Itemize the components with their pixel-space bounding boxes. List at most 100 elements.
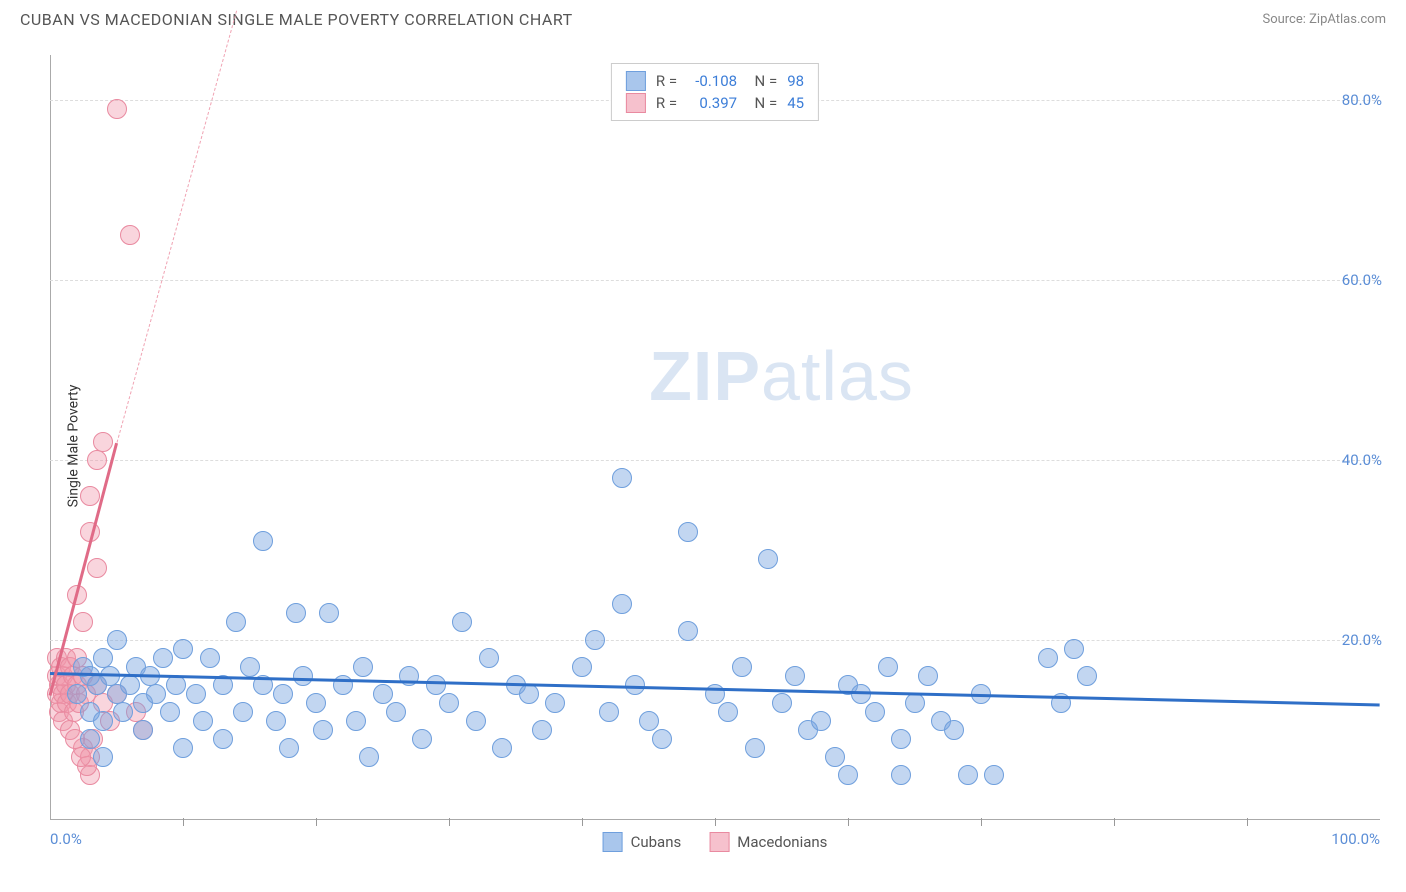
data-point: [386, 702, 406, 722]
data-point: [838, 765, 858, 785]
data-point: [599, 702, 619, 722]
data-point: [113, 702, 133, 722]
data-point: [93, 432, 113, 452]
data-point: [519, 684, 539, 704]
y-tick-label: 20.0%: [1342, 631, 1382, 649]
chart-title: CUBAN VS MACEDONIAN SINGLE MALE POVERTY …: [20, 10, 573, 29]
data-point: [373, 684, 393, 704]
data-point: [785, 666, 805, 686]
data-point: [745, 738, 765, 758]
data-point: [293, 666, 313, 686]
data-point: [572, 657, 592, 677]
x-tick-label-min: 0.0%: [50, 830, 82, 848]
data-point: [71, 747, 91, 767]
data-point: [120, 675, 140, 695]
r-value-cubans: -0.108: [687, 70, 737, 92]
data-point: [958, 765, 978, 785]
data-point: [279, 738, 299, 758]
data-point: [1064, 639, 1084, 659]
legend-item-cubans: Cubans: [603, 832, 682, 852]
data-point: [918, 666, 938, 686]
data-point: [93, 648, 113, 668]
x-tick: [1247, 818, 1248, 826]
x-tick: [1114, 818, 1115, 826]
data-point: [93, 747, 113, 767]
n-value-cubans: 98: [787, 70, 804, 92]
legend-row-macedonians: R = 0.397 N = 45: [626, 92, 804, 114]
data-point: [193, 711, 213, 731]
data-point: [173, 639, 193, 659]
legend-row-cubans: R = -0.108 N = 98: [626, 70, 804, 92]
data-point: [306, 693, 326, 713]
data-point: [353, 657, 373, 677]
data-point: [426, 675, 446, 695]
data-point: [891, 729, 911, 749]
data-point: [905, 693, 925, 713]
source-label: Source: ZipAtlas.com: [1262, 12, 1386, 27]
x-tick: [981, 818, 982, 826]
x-tick-label-max: 100.0%: [1331, 830, 1380, 848]
data-point: [652, 729, 672, 749]
data-point: [678, 522, 698, 542]
data-point: [107, 99, 127, 119]
data-point: [825, 747, 845, 767]
swatch-icon: [709, 832, 729, 852]
data-point: [1038, 648, 1058, 668]
data-point: [944, 720, 964, 740]
data-point: [612, 468, 632, 488]
swatch-cubans: [626, 71, 646, 91]
data-point: [439, 693, 459, 713]
header: CUBAN VS MACEDONIAN SINGLE MALE POVERTY …: [0, 0, 1406, 33]
watermark: ZIPatlas: [649, 336, 914, 416]
data-point: [286, 603, 306, 623]
data-point: [532, 720, 552, 740]
y-tick-label: 80.0%: [1342, 91, 1382, 109]
data-point: [732, 657, 752, 677]
data-point: [213, 729, 233, 749]
data-point: [545, 693, 565, 713]
data-point: [1077, 666, 1097, 686]
data-point: [173, 738, 193, 758]
data-point: [240, 657, 260, 677]
data-point: [984, 765, 1004, 785]
y-tick-label: 60.0%: [1342, 271, 1382, 289]
data-point: [878, 657, 898, 677]
data-point: [87, 450, 107, 470]
data-point: [865, 702, 885, 722]
data-point: [359, 747, 379, 767]
data-point: [200, 648, 220, 668]
x-tick: [582, 818, 583, 826]
grid-line: [50, 280, 1380, 281]
chart-container: CUBAN VS MACEDONIAN SINGLE MALE POVERTY …: [0, 0, 1406, 892]
n-value-macedonians: 45: [787, 92, 804, 114]
data-point: [811, 711, 831, 731]
series-legend: Cubans Macedonians: [603, 832, 828, 852]
data-point: [133, 720, 153, 740]
data-point: [492, 738, 512, 758]
data-point: [87, 558, 107, 578]
swatch-icon: [603, 832, 623, 852]
data-point: [466, 711, 486, 731]
data-point: [412, 729, 432, 749]
data-point: [758, 549, 778, 569]
data-point: [772, 693, 792, 713]
grid-line: [50, 640, 1380, 641]
grid-line: [50, 460, 1380, 461]
swatch-macedonians: [626, 93, 646, 113]
data-point: [80, 729, 100, 749]
legend-item-macedonians: Macedonians: [709, 832, 827, 852]
x-tick: [316, 818, 317, 826]
data-point: [452, 612, 472, 632]
data-point: [612, 594, 632, 614]
data-point: [186, 684, 206, 704]
data-point: [319, 603, 339, 623]
data-point: [346, 711, 366, 731]
data-point: [80, 486, 100, 506]
y-tick-label: 40.0%: [1342, 451, 1382, 469]
plot-area: ZIPatlas R = -0.108 N = 98 R = 0.397 N =…: [50, 55, 1380, 820]
data-point: [273, 684, 293, 704]
data-point: [585, 630, 605, 650]
data-point: [146, 684, 166, 704]
data-point: [678, 621, 698, 641]
data-point: [120, 225, 140, 245]
